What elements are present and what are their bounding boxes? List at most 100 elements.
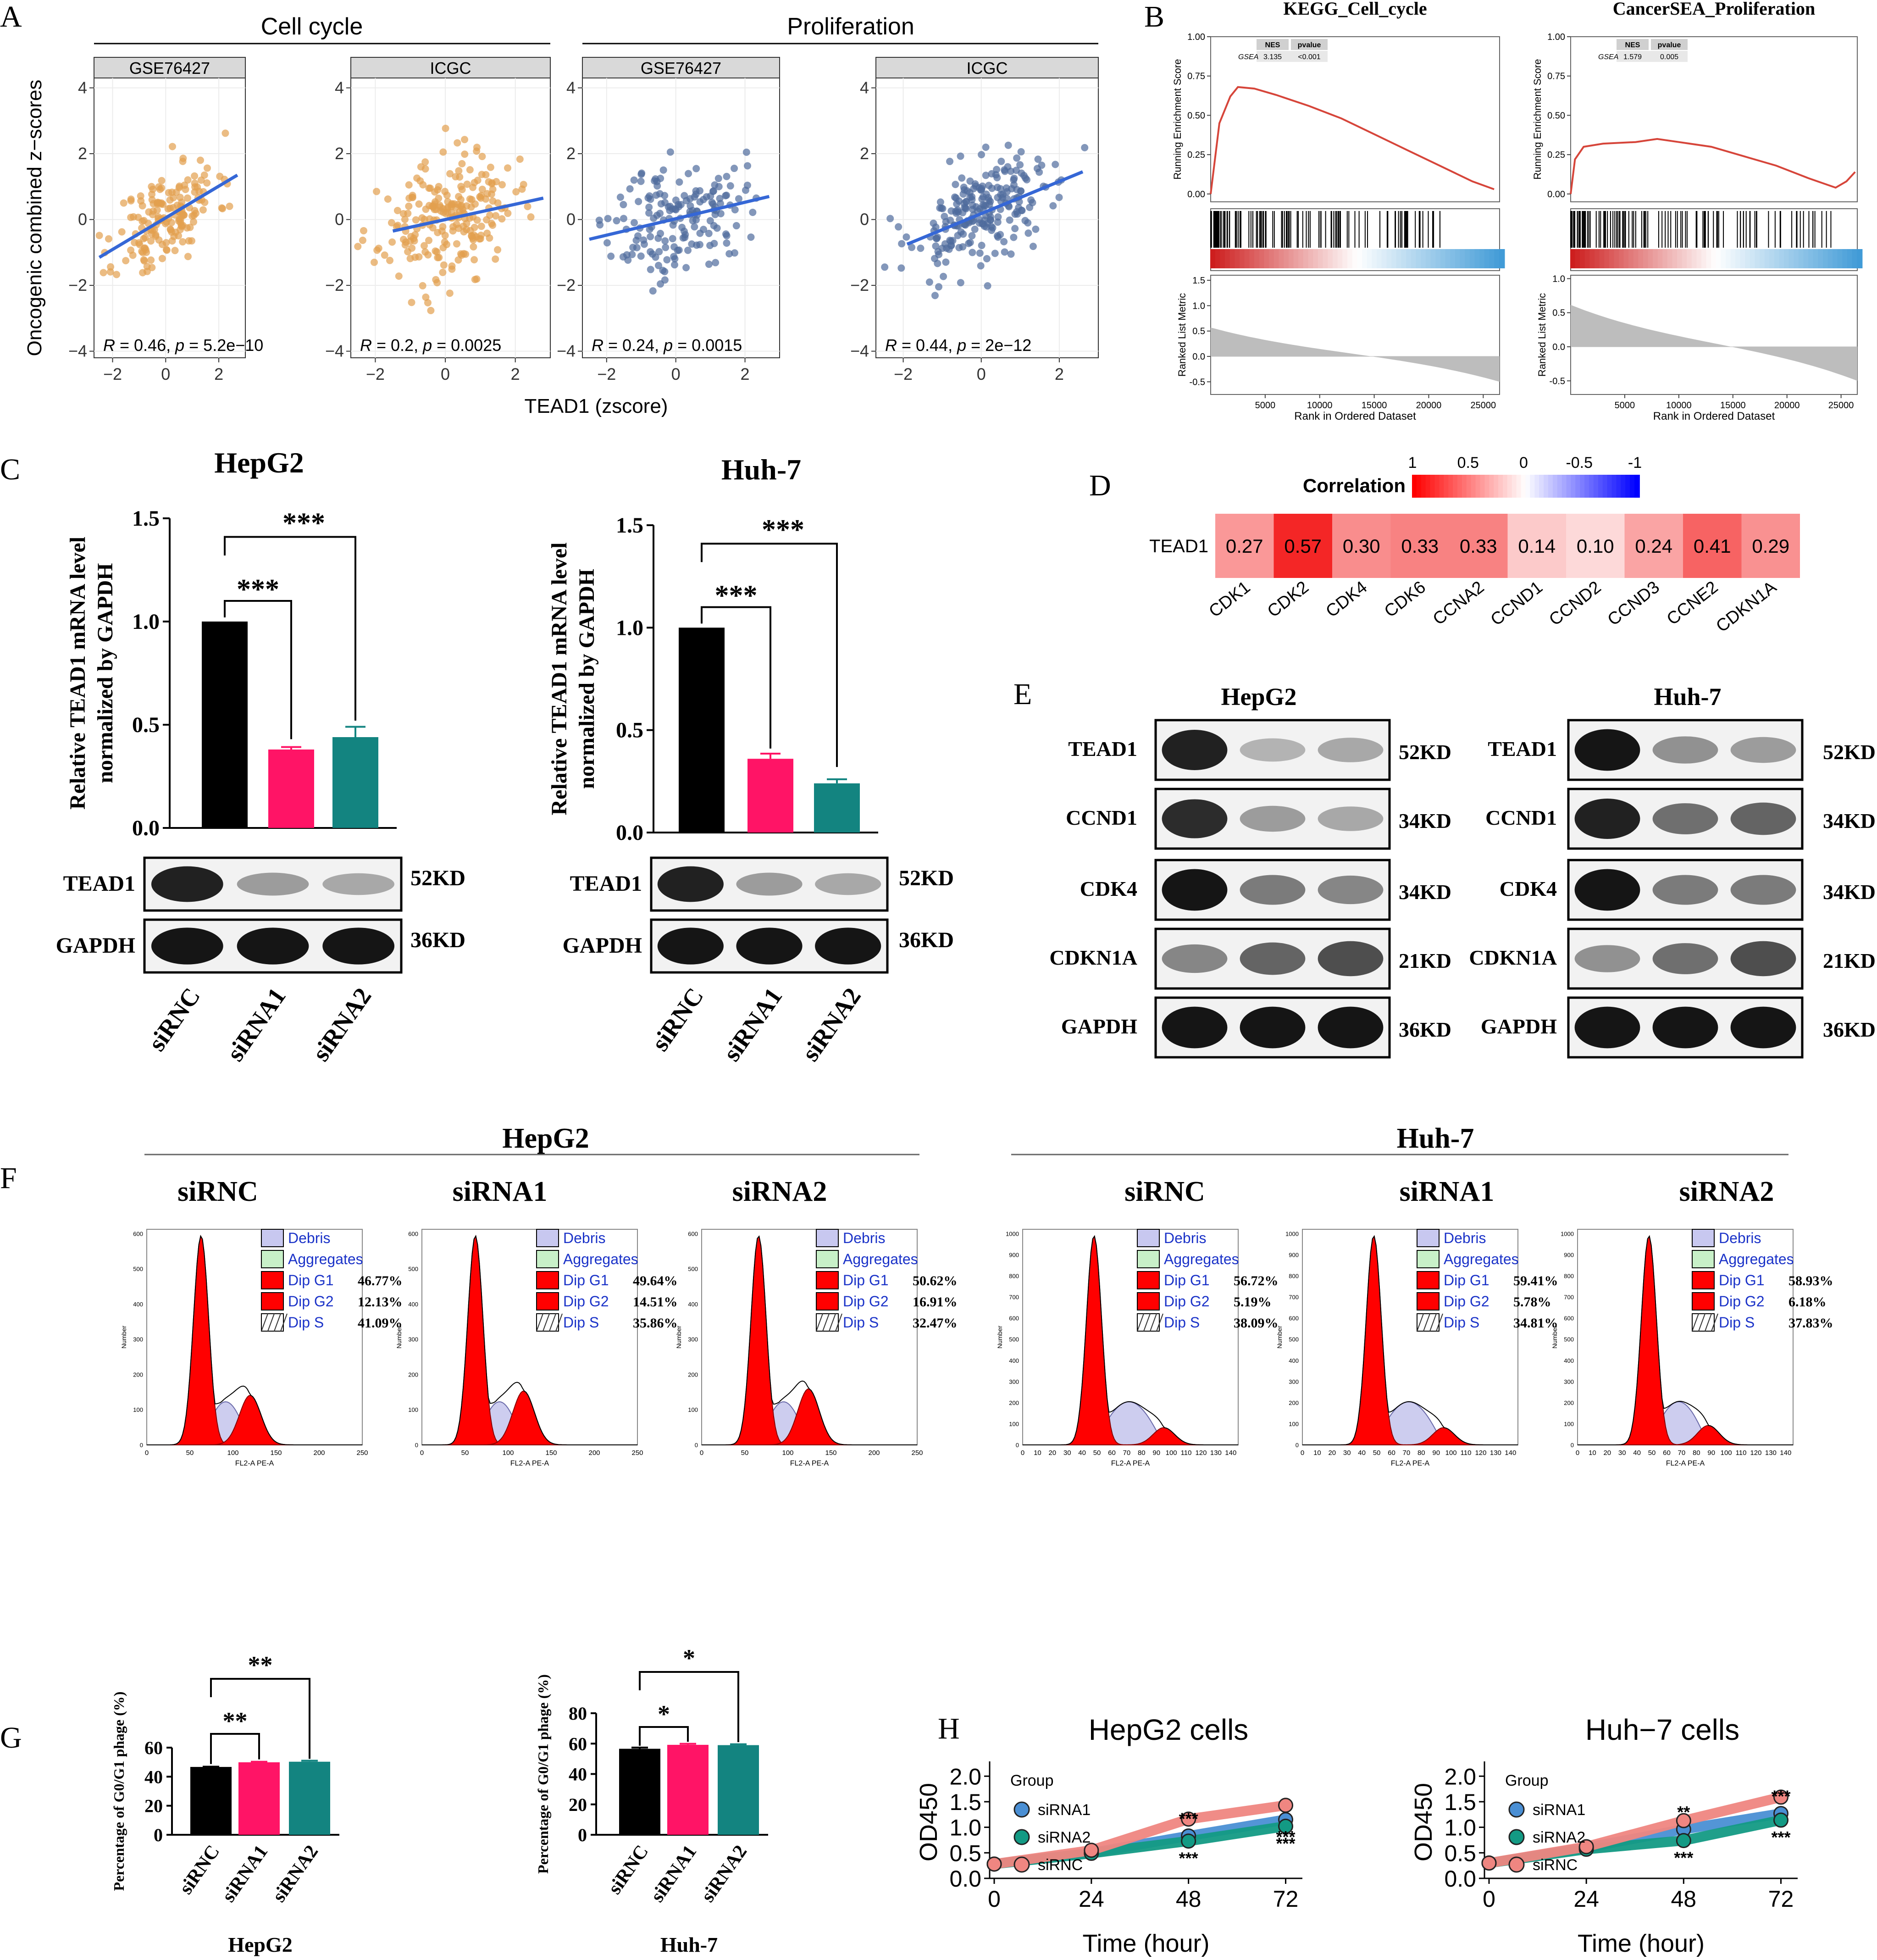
x-axis-label: TEAD1 (zscore) [525, 395, 668, 417]
scatter-point [148, 264, 156, 272]
facet-title: GSE76427 [129, 59, 210, 78]
scatter-point [468, 196, 476, 204]
scatter-point [978, 195, 986, 203]
significance-label: ** [223, 1707, 248, 1735]
panel-letter-g: G [0, 1721, 22, 1755]
rank-color-strip [1303, 249, 1309, 268]
blot-band [815, 873, 881, 895]
y-tick-label: 0 [140, 1442, 143, 1449]
x-tick-label: −2 [894, 365, 913, 383]
scatter-point [473, 216, 481, 224]
scatter-point [984, 282, 991, 290]
x-tick-label: 150 [545, 1449, 557, 1457]
scatter-point [140, 256, 148, 264]
rank-color-strip [1837, 249, 1844, 268]
scatter-point [978, 184, 986, 192]
scatter-point [682, 197, 690, 205]
legend-gradient-step [1534, 475, 1540, 498]
phase-percentage: 37.83% [1788, 1316, 1833, 1331]
y-tick-label: 600 [1009, 1315, 1019, 1322]
scatter-point [669, 235, 676, 243]
legend-swatch [536, 1250, 559, 1268]
rank-color-strip [1735, 249, 1741, 268]
y-tick-label: 800 [1009, 1273, 1019, 1280]
y-tick-label: 200 [1009, 1399, 1019, 1406]
r-symbol: R [885, 336, 897, 355]
scatter-point [982, 172, 990, 179]
scatter-point [669, 221, 677, 229]
facet-strip [582, 57, 780, 78]
scatter-point [127, 213, 135, 221]
facet-strip [350, 57, 551, 78]
scatter-point [412, 216, 420, 224]
legend-hatch [1436, 1313, 1443, 1332]
y-tick-label: 500 [688, 1266, 698, 1272]
series-point-sirnc [1676, 1813, 1691, 1828]
scatter-point [908, 244, 916, 251]
y-tick-label: 1.00 [1547, 32, 1565, 42]
y-tick-label: 20 [569, 1794, 587, 1815]
x-tick-label: 60 [1663, 1449, 1671, 1457]
phase-percentage: 56.72% [1234, 1273, 1279, 1288]
blot-protein-label: TEAD1 [1068, 737, 1137, 761]
legend-tick-label: -1 [1628, 454, 1642, 472]
y-tick-label: 1000 [1285, 1230, 1299, 1237]
scatter-point [946, 157, 954, 165]
legend-gradient-step [1512, 475, 1517, 498]
scatter-point [675, 246, 683, 254]
x-tick-label: 72 [1768, 1886, 1794, 1912]
x-tick-label: 40 [1633, 1449, 1641, 1457]
es-frame [1570, 36, 1858, 202]
scatter-point [952, 209, 960, 217]
y-tick-label: 1000 [1006, 1230, 1019, 1237]
rank-color-strip [1391, 249, 1397, 268]
scatter-point [630, 176, 638, 184]
scatter-point [446, 170, 454, 178]
scatter-point [1052, 161, 1059, 168]
rank-color-strip [1614, 249, 1620, 268]
rank-color-strip [1342, 249, 1348, 268]
scatter-point [176, 194, 184, 201]
scatter-point [138, 202, 146, 210]
y-tick-label: 1.5 [132, 506, 160, 531]
x-tick-label: 70 [1678, 1449, 1686, 1457]
legend-label: Dip G2 [1719, 1293, 1765, 1310]
legend-label: Dip G2 [843, 1293, 889, 1310]
scatter-point [470, 243, 477, 251]
legend-hatch [829, 1313, 836, 1332]
y-tick-label: 400 [1564, 1357, 1574, 1364]
legend-gradient-step [1630, 475, 1635, 498]
rank-color-strip [1460, 249, 1466, 268]
rank-color-strip [1701, 249, 1707, 268]
western-blot-ccnd1 [1154, 788, 1391, 850]
rank-color-strip [1381, 249, 1388, 268]
panel-letter-b: B [1144, 0, 1164, 33]
legend-gradient-step [1611, 475, 1617, 498]
heatmap-cell-value: 0.57 [1284, 535, 1322, 557]
scatter-point [158, 240, 166, 248]
scatter-point [436, 201, 443, 209]
scatter-point [983, 255, 991, 262]
rank-color-strip [1273, 249, 1280, 268]
scatter-point [708, 199, 716, 206]
bar-sirnc [619, 1749, 660, 1835]
legend-hatch [822, 1313, 830, 1332]
legend-swatch [261, 1292, 284, 1310]
y-tick-label: -0.5 [1550, 376, 1565, 386]
legend-label: Debris [1164, 1230, 1206, 1246]
y-tick-label: 0.50 [1547, 111, 1565, 121]
rank-color-strip [1435, 249, 1441, 268]
legend-label: Dip S [843, 1314, 879, 1331]
blot-band [1240, 805, 1306, 832]
rank-color-strip [1450, 249, 1456, 268]
metric-y-label: Ranked List Metric [1176, 293, 1188, 377]
rank-color-strip [1313, 249, 1319, 268]
scatter-point [421, 158, 429, 166]
scatter-point [982, 144, 990, 151]
phase-percentage: 46.77% [358, 1273, 403, 1288]
scatter-point [469, 183, 477, 191]
scatter-point [742, 148, 750, 156]
legend-swatch [816, 1229, 839, 1247]
bar-sirna1 [238, 1762, 280, 1835]
